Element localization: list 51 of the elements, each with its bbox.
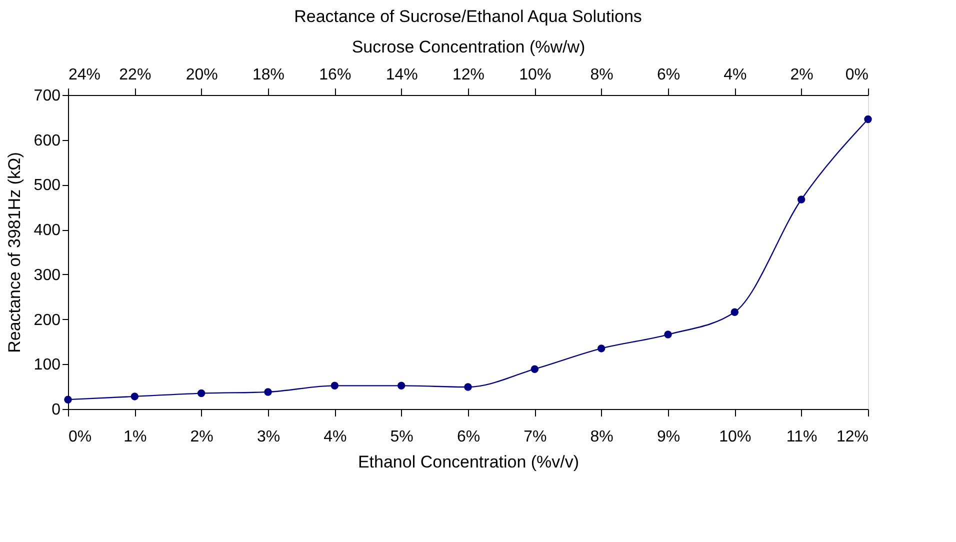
x2-tick-label: 4%: [724, 66, 747, 84]
x2-tick-label: 12%: [452, 66, 485, 84]
point: [64, 396, 72, 404]
point: [197, 389, 206, 398]
x-tick-label: 8%: [590, 428, 614, 446]
y-tick-label: 300: [34, 266, 61, 284]
x-tick-label: 3%: [256, 428, 280, 446]
x2-tick-label: 20%: [186, 66, 218, 84]
point: [730, 308, 739, 316]
x-tick-label: 2%: [190, 428, 214, 446]
y-tick-label: 700: [34, 88, 61, 104]
x-tick-label: 1%: [124, 428, 147, 446]
x-tick-label: 11%: [786, 428, 818, 446]
x2-axis-title: Sucrose Concentration (%w/w): [352, 38, 586, 56]
point: [797, 196, 806, 204]
point: [597, 344, 606, 352]
point: [530, 365, 539, 373]
x-tick-label: 9%: [656, 428, 680, 446]
x-axis-title: Ethanol Concentration (%v/v): [358, 452, 580, 472]
point: [864, 115, 872, 124]
y-tick-label: 400: [34, 222, 61, 240]
y-tick-label: 100: [34, 356, 61, 374]
x-tick-label: 10%: [719, 428, 752, 446]
y-tick-label: 0: [52, 402, 61, 418]
x2-tick-label: 22%: [119, 66, 152, 84]
x2-tick-label: 0%: [845, 66, 868, 84]
x2-tick-label: 8%: [590, 66, 614, 84]
x2-tick-label: 14%: [386, 66, 418, 84]
x2-tick-label: 6%: [656, 66, 680, 84]
x-tick-label: 4%: [324, 428, 347, 446]
x-tick-label: 12%: [836, 428, 868, 446]
x2-tick-label: 2%: [790, 66, 814, 84]
x-tick-label: 0%: [68, 428, 92, 446]
x2-tick-label: 18%: [252, 66, 285, 84]
point: [264, 388, 272, 396]
x2-tick-label: 16%: [319, 66, 352, 84]
point: [130, 392, 139, 400]
point: [464, 383, 472, 391]
point: [664, 330, 672, 338]
point: [330, 382, 339, 390]
x2-tick-label: 10%: [519, 66, 552, 84]
y-tick-label: 500: [34, 177, 61, 194]
y-tick-label: 200: [34, 312, 61, 329]
x-tick-label: 6%: [456, 428, 480, 446]
x-tick-label: 7%: [524, 428, 547, 446]
x2-tick-label: 24%: [68, 66, 101, 84]
y-axis-title: Reactance of 3981Hz (kΩ): [4, 152, 24, 353]
y-tick-label: 600: [34, 132, 61, 150]
chart-title: Reactance of Sucrose/Ethanol Aqua Solutions: [294, 7, 642, 26]
point: [397, 382, 406, 390]
x-tick-label: 5%: [390, 428, 414, 446]
